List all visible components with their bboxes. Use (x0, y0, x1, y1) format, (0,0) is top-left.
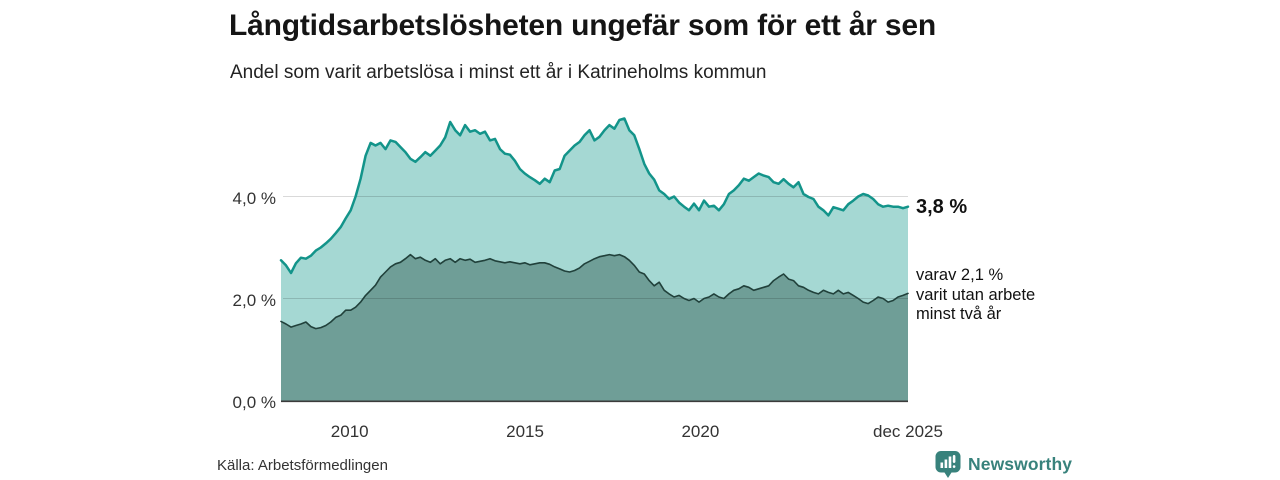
brand-logo: Newsworthy (935, 450, 1072, 479)
part-value-label: varav 2,1 % varit utan arbete minst två … (916, 266, 1036, 323)
chart-title: Långtidsarbetslösheten ungefär som för e… (229, 9, 937, 42)
series-line (280, 253, 909, 330)
y-tick-label: 2,0 % (232, 290, 276, 310)
brand-name: Newsworthy (968, 454, 1073, 474)
y-tick-label: 4,0 % (232, 188, 276, 208)
x-tick-label: 2015 (506, 422, 544, 441)
bar-chart-speech-bubble-icon (935, 451, 961, 478)
chart-subtitle: Andel som varit arbetslösa i minst ett å… (230, 62, 767, 83)
x-tick-label: 2010 (330, 422, 369, 441)
area-fill (281, 254, 908, 401)
total-value-label: 3,8 % (916, 196, 968, 218)
source-note: Källa: Arbetsförmedlingen (217, 457, 388, 474)
x-tick-label: dec 2025 (873, 422, 943, 441)
y-tick-label: 0,0 % (232, 392, 276, 412)
x-tick-label: 2020 (681, 422, 720, 441)
series-line (279, 117, 910, 275)
